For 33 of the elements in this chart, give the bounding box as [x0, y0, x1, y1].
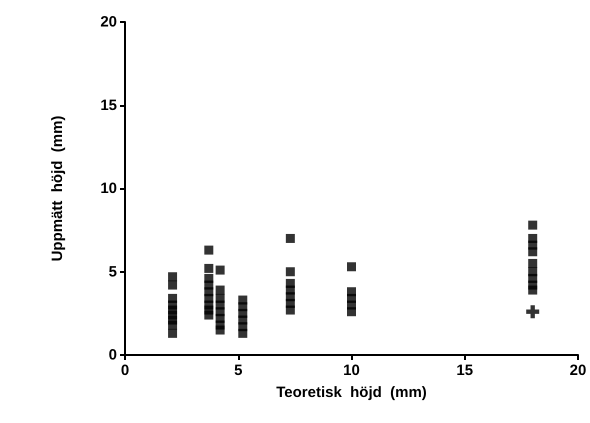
x-tick-label: 20 — [570, 362, 586, 379]
point — [168, 280, 178, 290]
point — [168, 272, 178, 282]
y-tick-label: 20 — [100, 14, 117, 30]
point — [216, 266, 225, 275]
x-tick-label: 10 — [343, 362, 360, 379]
point — [238, 328, 248, 338]
point — [528, 247, 538, 256]
y-tick-label: 5 — [108, 263, 117, 280]
point — [286, 306, 295, 315]
x-tick-label: 0 — [120, 362, 130, 379]
point — [347, 262, 356, 272]
point — [528, 286, 538, 295]
x-tick-label: 15 — [456, 362, 474, 379]
y-tick-label: 15 — [100, 96, 117, 114]
point — [216, 286, 225, 295]
point — [216, 326, 225, 335]
x-tick-label: 5 — [234, 362, 242, 379]
point — [204, 246, 214, 255]
point — [204, 264, 214, 273]
x-axis-title: Teoretisk höjd (mm) — [276, 384, 427, 401]
point — [168, 320, 178, 330]
point — [347, 307, 356, 316]
point — [286, 234, 295, 243]
y-tick-label: 0 — [108, 346, 117, 364]
point — [286, 267, 295, 276]
point — [168, 328, 178, 338]
y-axis-title: Uppmätt höjd (mm) — [49, 116, 66, 262]
point — [526, 305, 540, 318]
point — [204, 310, 214, 320]
point — [528, 258, 538, 268]
point — [528, 220, 538, 230]
y-tick-label: 10 — [100, 180, 117, 197]
